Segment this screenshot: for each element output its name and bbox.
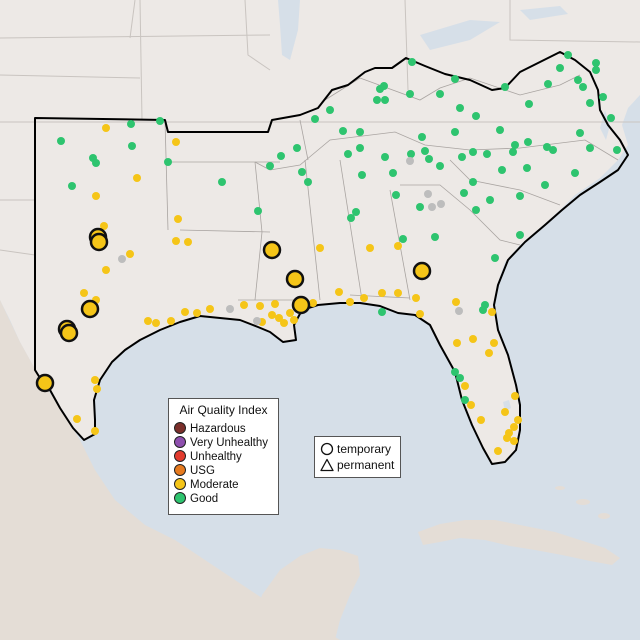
lake-ontario bbox=[520, 6, 568, 20]
monitor-type-legend: temporary permanent bbox=[314, 436, 401, 478]
markers-moderate-temporary bbox=[35, 227, 432, 393]
legend-item-moderate: Moderate bbox=[174, 478, 239, 492]
triangle-icon bbox=[320, 458, 334, 472]
hazardous-swatch bbox=[174, 422, 186, 434]
legend-item-usg: USG bbox=[174, 464, 215, 478]
southern-state-lines bbox=[164, 74, 619, 301]
markers-good bbox=[57, 51, 621, 404]
legend-item-unhealthy: Unhealthy bbox=[174, 450, 242, 464]
unhealthy-swatch bbox=[174, 450, 186, 462]
legend-item-temporary: temporary bbox=[320, 441, 391, 457]
legend-item-good: Good bbox=[174, 492, 218, 506]
state-boundaries bbox=[0, 0, 640, 256]
aqi-legend: Air Quality Index Hazardous Very Unhealt… bbox=[168, 398, 279, 515]
land-yucatan bbox=[250, 548, 360, 640]
usg-swatch bbox=[174, 464, 186, 476]
moderate-swatch bbox=[174, 478, 186, 490]
legend-item-very-unhealthy: Very Unhealthy bbox=[174, 436, 268, 450]
land-island bbox=[576, 499, 590, 505]
land-cuba bbox=[418, 520, 620, 565]
legend-item-hazardous: Hazardous bbox=[174, 422, 246, 436]
lake-erie bbox=[420, 20, 500, 50]
very-unhealthy-swatch bbox=[174, 436, 186, 448]
circle-icon bbox=[320, 442, 334, 456]
aqi-legend-title: Air Quality Index bbox=[179, 403, 268, 417]
good-swatch bbox=[174, 492, 186, 504]
land-mexico-south bbox=[0, 300, 340, 640]
legend-item-permanent: permanent bbox=[320, 457, 394, 473]
land-island bbox=[598, 513, 610, 519]
land-island bbox=[555, 486, 565, 490]
markers-no-data bbox=[118, 157, 463, 325]
lake-michigan bbox=[278, 0, 300, 60]
